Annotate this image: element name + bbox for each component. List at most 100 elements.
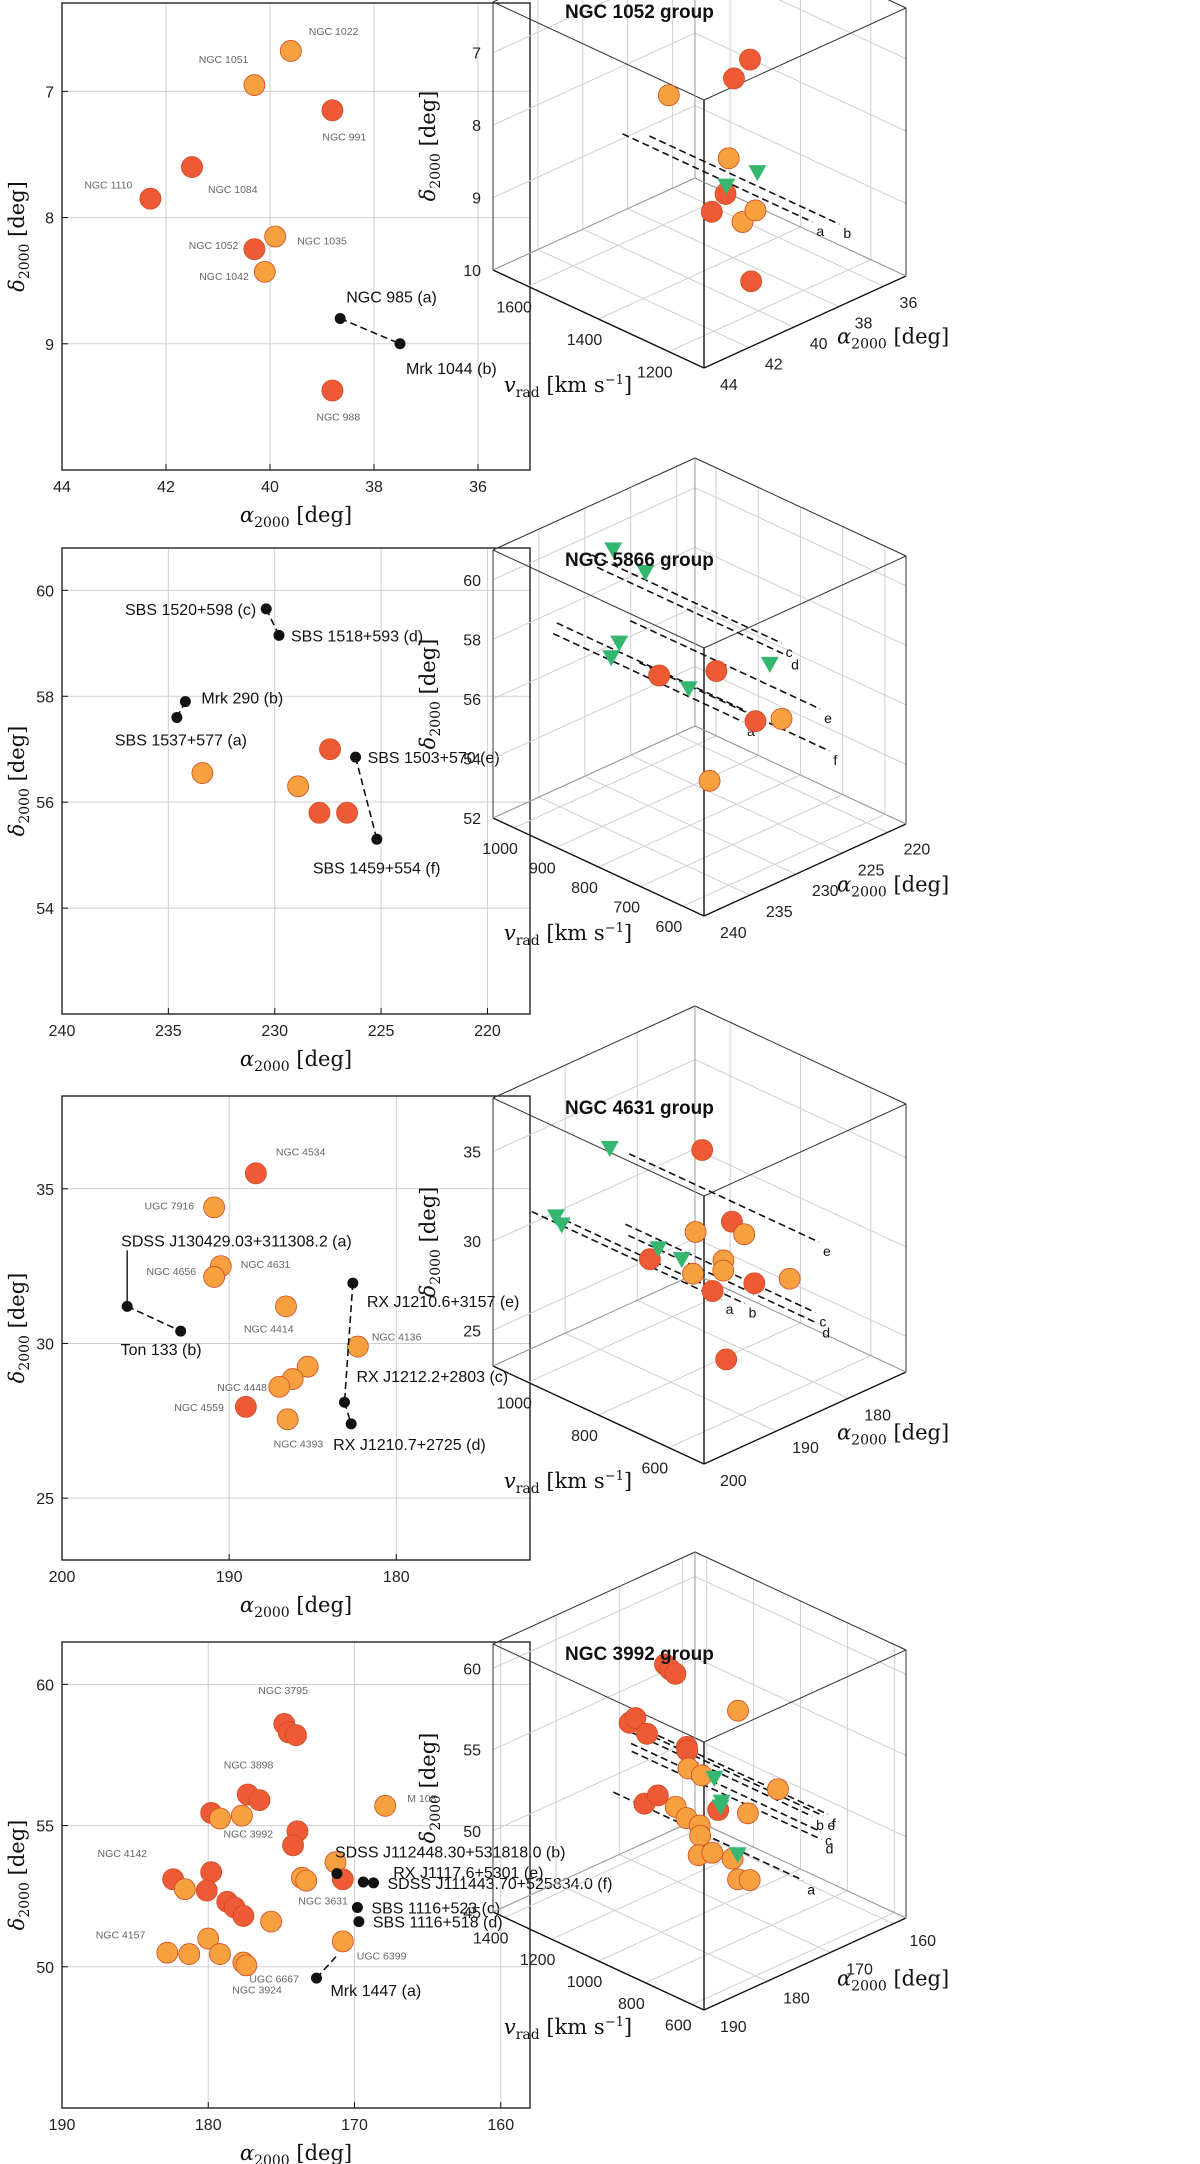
x-tick-label: 38: [365, 479, 383, 496]
cube-edge: [703, 275, 907, 369]
galaxy-point-3d: [744, 710, 767, 733]
sightline-connector: [343, 1283, 354, 1403]
galaxy-label: NGC 4393: [274, 1438, 324, 1450]
dec-axis-label-3d: δ2000 [deg]: [416, 1733, 444, 1844]
y-tick-label: 58: [36, 689, 54, 706]
cube-edge: [492, 817, 705, 917]
galaxy-point: [275, 1295, 297, 1318]
galaxy-point: [374, 1794, 397, 1817]
background-source-point: [334, 313, 346, 325]
absorber-marker: [705, 1770, 724, 1787]
absorber-marker: [679, 681, 698, 698]
cube-edge: [492, 1911, 705, 2011]
dec-tick-label: 60: [463, 1661, 481, 1678]
sightline-3d: [591, 554, 782, 644]
galaxy-point: [295, 1869, 318, 1892]
ra-axis-label-3d: α2000 [deg]: [837, 1966, 949, 1994]
absorber-marker: [728, 1847, 747, 1864]
galaxy-point: [203, 1266, 226, 1288]
background-source-point: [347, 1277, 359, 1289]
galaxy-label: NGC 3924: [232, 1984, 282, 1996]
dec-tick-label: 55: [463, 1743, 481, 1760]
galaxy-point: [209, 1943, 231, 1965]
galaxy-point: [209, 1807, 231, 1830]
x-axis-label: α2000 [deg]: [240, 1593, 352, 1621]
v-axis-label-3d: vrad [km s−1]: [504, 921, 632, 949]
galaxy-point: [191, 762, 214, 784]
galaxy-point-3d: [715, 1348, 738, 1371]
dec-tick-label: 45: [463, 1905, 481, 1922]
background-source-label: SDSS J130429.03+311308.2 (a): [121, 1233, 352, 1250]
background-source-label: Mrk 1447 (a): [330, 1983, 421, 2000]
sightline-3d: [637, 1725, 829, 1816]
galaxy-label: NGC 4414: [244, 1323, 294, 1335]
sightline-connector: [339, 317, 401, 345]
ra-tick-label: 42: [765, 357, 783, 374]
y-tick-label: 60: [36, 1677, 54, 1694]
absorber-marker: [602, 650, 621, 667]
galaxy-point: [296, 1355, 319, 1378]
sightline-3d: [628, 1153, 820, 1243]
cube-edge: [703, 1649, 907, 1743]
x-tick-label: 230: [261, 1023, 288, 1040]
x-tick-label: 40: [261, 479, 279, 496]
ra-tick-label: 160: [909, 1933, 936, 1950]
cube-edge: [703, 1103, 907, 1197]
v-tick-label: 800: [571, 1428, 598, 1445]
plot-frame: [61, 1641, 531, 2109]
y-tick-label: 54: [36, 901, 54, 918]
background-source-point: [357, 1876, 369, 1888]
galaxy-label: NGC 4631: [241, 1259, 291, 1271]
galaxy-label: NGC 3631: [298, 1896, 348, 1908]
galaxy-label: UGC 6399: [357, 1950, 407, 1962]
absorber-marker: [711, 1799, 730, 1816]
ra-tick-label: 38: [855, 316, 873, 333]
galaxy-label: NGC 1110: [84, 180, 132, 192]
galaxy-label: NGC 1042: [199, 271, 249, 283]
absorber-marker: [600, 1140, 619, 1157]
v-tick-label: 600: [641, 1461, 668, 1478]
galaxy-point-3d: [698, 769, 721, 792]
grid-line-v: [640, 526, 844, 888]
galaxy-point-3d: [657, 84, 680, 107]
sightline-label: a: [807, 1881, 815, 1897]
galaxy-point-3d: [624, 1707, 647, 1729]
galaxy-point: [321, 379, 344, 402]
galaxy-point: [264, 225, 287, 248]
panel-3d-1: 7 8 9 10 1600 1400 1200 36 38 40 42 44 a b NGC 1052 gr…: [463, 0, 917, 394]
background-source-point: [273, 629, 285, 641]
y-axis-label: δ2000 [deg]: [5, 726, 33, 837]
galaxy-point-3d: [743, 1272, 766, 1295]
v-tick-label: 1600: [496, 299, 532, 316]
cube-edge: [492, 549, 705, 649]
y-tick-label: 55: [36, 1819, 54, 1836]
y-tick-label: 8: [45, 211, 54, 228]
galaxy-point: [244, 1162, 267, 1185]
galaxy-point: [336, 801, 358, 824]
galaxy-label: NGC 3992: [223, 1828, 273, 1840]
v-tick-label: 1400: [473, 1930, 509, 1947]
grid-line-v: [513, 467, 717, 829]
galaxy-point-3d: [700, 200, 723, 223]
dec-tick-label: 30: [463, 1234, 481, 1251]
background-source-point: [310, 1972, 322, 1984]
y-tick-label: 9: [45, 337, 54, 354]
y-tick-label: 50: [36, 1960, 54, 1977]
background-source-point: [345, 1418, 357, 1430]
dec-tick-label: 25: [463, 1323, 481, 1340]
cube-back-edge: [492, 1273, 696, 1367]
galaxy-label: NGC 1051: [199, 54, 249, 66]
galaxy-label: M 108: [407, 1793, 436, 1805]
galaxy-point: [173, 1878, 196, 1901]
grid-line-dec: [492, 32, 907, 132]
x-tick-label: 44: [53, 479, 71, 496]
dec-tick-label: 50: [463, 1824, 481, 1841]
galaxy-point: [260, 1910, 283, 1933]
galaxy-label: NGC 1035: [297, 236, 347, 248]
panel-title: NGC 1052 group: [565, 2, 714, 23]
background-source-label: SBS 1116+523 (c): [371, 1900, 500, 1917]
v-tick-label: 1000: [482, 841, 518, 858]
sightline-label: b: [749, 1305, 757, 1321]
galaxy-point: [253, 260, 276, 283]
galaxy-point: [235, 1954, 258, 1977]
